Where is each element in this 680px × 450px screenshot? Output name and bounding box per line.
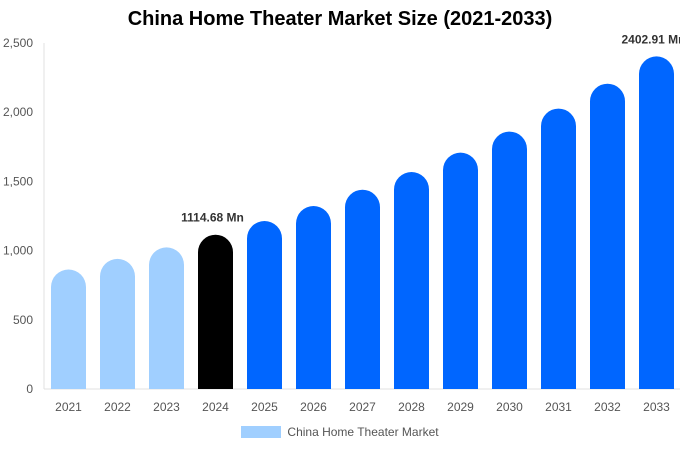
y-tick-label: 0	[26, 382, 33, 396]
y-tick-label: 1,000	[3, 244, 33, 258]
y-tick-label: 500	[13, 313, 33, 327]
x-tick-label: 2026	[300, 400, 327, 414]
x-tick-label: 2024	[202, 400, 229, 414]
x-tick-label: 2023	[153, 400, 180, 414]
y-tick-label: 1,500	[3, 174, 33, 188]
bar-2033	[639, 56, 674, 389]
y-tick-label: 2,500	[3, 36, 33, 50]
x-tick-label: 2028	[398, 400, 425, 414]
bar-2030	[492, 131, 527, 390]
x-tick-label: 2033	[643, 400, 670, 414]
bar-2025	[247, 220, 282, 389]
y-tick-label: 2,000	[3, 105, 33, 119]
data-label-2024: 1114.68 Mn	[181, 211, 244, 225]
x-tick-label: 2021	[55, 400, 82, 414]
legend-swatch	[241, 426, 282, 438]
legend-label: China Home Theater Market	[287, 425, 439, 439]
x-tick-label: 2022	[104, 400, 131, 414]
bar-2032	[590, 83, 625, 389]
legend: China Home Theater Market	[0, 425, 680, 439]
bar-2024	[198, 234, 233, 389]
x-tick-label: 2025	[251, 400, 278, 414]
x-tick-label: 2029	[447, 400, 474, 414]
bar-2022	[100, 258, 135, 389]
bar-2028	[394, 171, 429, 389]
data-label-2033: 2402.91 Mn	[621, 32, 680, 46]
chart-title: China Home Theater Market Size (2021-203…	[127, 8, 553, 30]
x-tick-label: 2030	[496, 400, 523, 414]
bar-2026	[296, 206, 331, 389]
x-tick-label: 2032	[594, 400, 621, 414]
bar-2031	[541, 108, 576, 390]
bar-2029	[443, 152, 478, 389]
bar-2027	[345, 189, 380, 389]
bar-2023	[149, 247, 184, 389]
x-tick-label: 2031	[545, 400, 572, 414]
x-tick-label: 2027	[349, 400, 376, 414]
bar-2021	[51, 269, 86, 389]
